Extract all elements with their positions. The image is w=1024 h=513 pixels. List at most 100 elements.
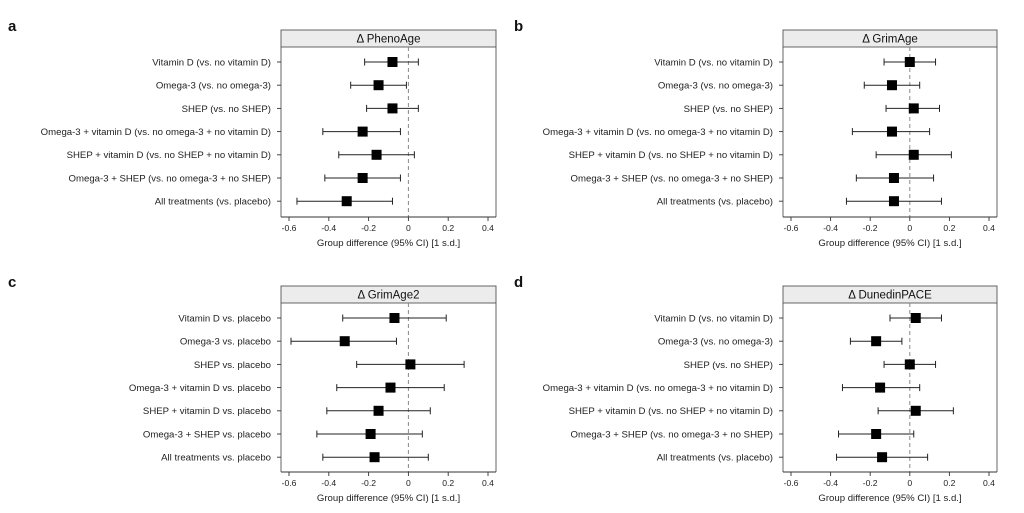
- estimate-marker: [904, 57, 915, 67]
- x-tick-label: 0.4: [482, 478, 494, 488]
- estimate-marker: [365, 429, 376, 439]
- estimate-marker: [405, 359, 416, 370]
- x-tick-label: -0.4: [823, 478, 838, 488]
- row-label: Omega-3 + SHEP (vs. no omega-3 + no SHEP…: [69, 173, 271, 184]
- row-label: Vitamin D (vs. no vitamin D): [152, 57, 271, 68]
- x-tick-label: 0.2: [943, 223, 955, 233]
- x-tick-label: -0.4: [823, 223, 838, 233]
- estimate-marker: [387, 103, 398, 114]
- row-label: SHEP vs. placebo: [194, 360, 271, 371]
- row-label: Omega-3 + SHEP (vs. no omega-3 + no SHEP…: [571, 429, 773, 440]
- row-label: All treatments (vs. placebo): [657, 453, 773, 464]
- estimate-marker: [886, 126, 897, 137]
- estimate-marker: [369, 452, 380, 463]
- x-axis-title: Group difference (95% CI) [1 s.d.]: [317, 238, 460, 249]
- estimate-marker: [888, 173, 899, 183]
- row-label: Omega-3 vs. placebo: [180, 337, 271, 348]
- x-tick-label: 0: [406, 223, 411, 233]
- x-axis-title: Group difference (95% CI) [1 s.d.]: [317, 493, 460, 504]
- row-label: Omega-3 + vitamin D vs. placebo: [129, 383, 271, 394]
- estimate-marker: [908, 103, 919, 114]
- row-label: SHEP (vs. no SHEP): [182, 104, 271, 115]
- row-label: Vitamin D vs. placebo: [178, 313, 271, 324]
- row-label: Omega-3 + vitamin D (vs. no omega-3 + no…: [543, 383, 773, 394]
- x-tick-label: -0.6: [784, 478, 799, 488]
- row-label: SHEP + vitamin D (vs. no SHEP + no vitam…: [569, 406, 773, 417]
- row-label: SHEP (vs. no SHEP): [684, 104, 773, 115]
- estimate-marker: [339, 336, 350, 347]
- estimate-marker: [371, 149, 382, 160]
- row-label: Omega-3 + vitamin D (vs. no omega-3 + no…: [41, 127, 271, 138]
- x-tick-label: -0.6: [282, 223, 297, 233]
- x-tick-label: 0.4: [482, 223, 494, 233]
- x-tick-label: 0.4: [983, 223, 995, 233]
- estimate-marker: [387, 57, 398, 67]
- estimate-marker: [385, 382, 396, 393]
- estimate-marker: [910, 405, 921, 416]
- x-tick-label: 0: [406, 478, 411, 488]
- estimate-marker: [904, 359, 915, 370]
- row-label: SHEP + vitamin D vs. placebo: [143, 406, 271, 417]
- x-tick-label: 0.2: [943, 478, 955, 488]
- row-label: Vitamin D (vs. no vitamin D): [654, 57, 773, 68]
- row-label: Omega-3 + vitamin D (vs. no omega-3 + no…: [543, 127, 773, 138]
- panel-header: [280, 285, 497, 304]
- x-tick-label: 0.2: [442, 478, 454, 488]
- row-label: Omega-3 (vs. no omega-3): [658, 337, 773, 348]
- panel-title: Δ PhenoAge: [357, 34, 421, 46]
- estimate-marker: [877, 452, 888, 463]
- panel-title: Δ GrimAge: [862, 34, 918, 46]
- estimate-marker: [871, 429, 882, 439]
- panel-a: a Δ PhenoAge -0.6 -0.4 -0.2 0 0.2 0.4 Group diff…: [8, 18, 497, 249]
- row-label: Omega-3 + SHEP (vs. no omega-3 + no SHEP…: [571, 173, 773, 184]
- x-tick-label: -0.4: [321, 478, 336, 488]
- x-tick-label: -0.4: [321, 223, 336, 233]
- x-tick-label: -0.2: [361, 478, 376, 488]
- row-label: All treatments vs. placebo: [161, 453, 271, 464]
- estimate-marker: [357, 173, 368, 183]
- x-tick-label: 0: [907, 223, 912, 233]
- x-tick-label: -0.2: [361, 223, 376, 233]
- row-label: All treatments (vs. placebo): [657, 197, 773, 208]
- x-tick-label: 0.2: [442, 223, 454, 233]
- x-tick-label: -0.2: [863, 478, 878, 488]
- row-label: SHEP (vs. no SHEP): [684, 360, 773, 371]
- estimate-marker: [373, 80, 384, 91]
- x-tick-label: -0.6: [784, 223, 799, 233]
- panel-letter: d: [514, 274, 523, 291]
- x-tick-label: 0: [907, 478, 912, 488]
- x-axis-title: Group difference (95% CI) [1 s.d.]: [818, 238, 961, 249]
- estimate-marker: [357, 126, 368, 137]
- panel-c: c Δ GrimAge2 -0.6 -0.4 -0.2 0 0.2 0.4 Group diff…: [8, 274, 497, 504]
- estimate-marker: [908, 149, 919, 160]
- row-label: SHEP + vitamin D (vs. no SHEP + no vitam…: [67, 150, 271, 161]
- estimate-marker: [871, 336, 882, 347]
- estimate-marker: [910, 313, 921, 323]
- estimate-marker: [888, 196, 899, 207]
- panel-letter: a: [8, 18, 17, 35]
- panel-title: Δ GrimAge2: [357, 290, 419, 302]
- x-tick-label: 0.4: [983, 478, 995, 488]
- panel-header: [782, 285, 998, 304]
- row-label: All treatments (vs. placebo): [155, 197, 271, 208]
- panel-header: [782, 29, 998, 48]
- estimate-marker: [875, 382, 886, 393]
- estimate-marker: [373, 405, 384, 416]
- panel-letter: c: [8, 274, 16, 291]
- panel-title: Δ DunedinPACE: [848, 290, 932, 302]
- panel-letter: b: [514, 18, 523, 35]
- estimate-marker: [341, 196, 352, 207]
- x-tick-label: -0.2: [863, 223, 878, 233]
- panel-b: b Δ GrimAge -0.6 -0.4 -0.2 0 0.2 0.4 Group diffe…: [514, 18, 998, 249]
- estimate-marker: [389, 313, 400, 323]
- estimate-marker: [886, 80, 897, 91]
- row-label: SHEP + vitamin D (vs. no SHEP + no vitam…: [569, 150, 773, 161]
- row-label: Vitamin D (vs. no vitamin D): [654, 313, 773, 324]
- panel-header: [280, 29, 497, 48]
- row-label: Omega-3 (vs. no omega-3): [156, 81, 271, 92]
- x-tick-label: -0.6: [282, 478, 297, 488]
- row-label: Omega-3 + SHEP vs. placebo: [143, 429, 271, 440]
- row-label: Omega-3 (vs. no omega-3): [658, 81, 773, 92]
- x-axis-title: Group difference (95% CI) [1 s.d.]: [818, 493, 961, 504]
